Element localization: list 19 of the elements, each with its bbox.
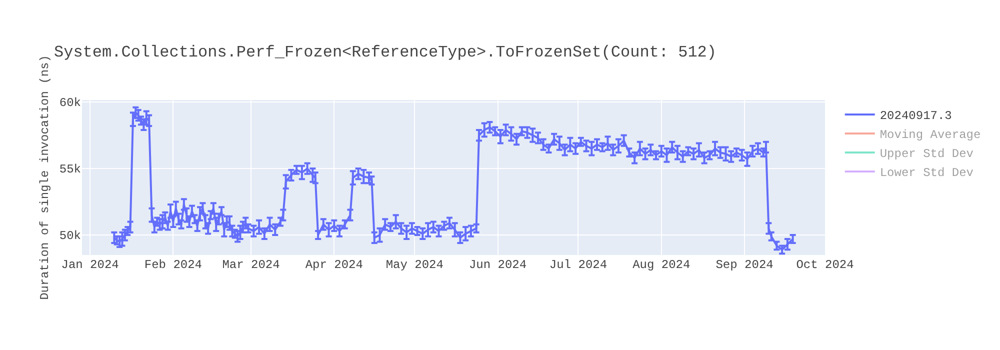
x-tick-label: Feb 2024 bbox=[144, 258, 202, 272]
x-tick-label: Aug 2024 bbox=[632, 258, 690, 272]
legend-label: Moving Average bbox=[880, 128, 981, 142]
y-axis-title: Duration of single invocation (ns) bbox=[38, 55, 52, 300]
x-tick-label: Jun 2024 bbox=[468, 258, 527, 272]
y-tick-label: 55k bbox=[59, 162, 81, 177]
legend-label: 20240917.3 bbox=[880, 109, 952, 124]
y-tick-label: 50k bbox=[59, 229, 81, 244]
chart-title: System.Collections.Perf_Frozen<ReferenceType>.ToFrozenSet(Count: 512) bbox=[54, 44, 717, 62]
x-tick-label: Apr 2024 bbox=[305, 258, 363, 272]
x-tick-label: Oct 2024 bbox=[796, 258, 854, 272]
x-tick-label: Jan 2024 bbox=[61, 258, 119, 272]
x-tick-label: Sep 2024 bbox=[716, 258, 774, 272]
y-tick-label: 60k bbox=[59, 96, 81, 110]
x-tick-label: Jul 2024 bbox=[549, 258, 608, 272]
legend-label: Lower Std Dev bbox=[880, 166, 974, 180]
x-tick-label: May 2024 bbox=[386, 258, 444, 272]
legend-label: Upper Std Dev bbox=[880, 147, 974, 162]
x-tick-label: Mar 2024 bbox=[222, 258, 280, 272]
